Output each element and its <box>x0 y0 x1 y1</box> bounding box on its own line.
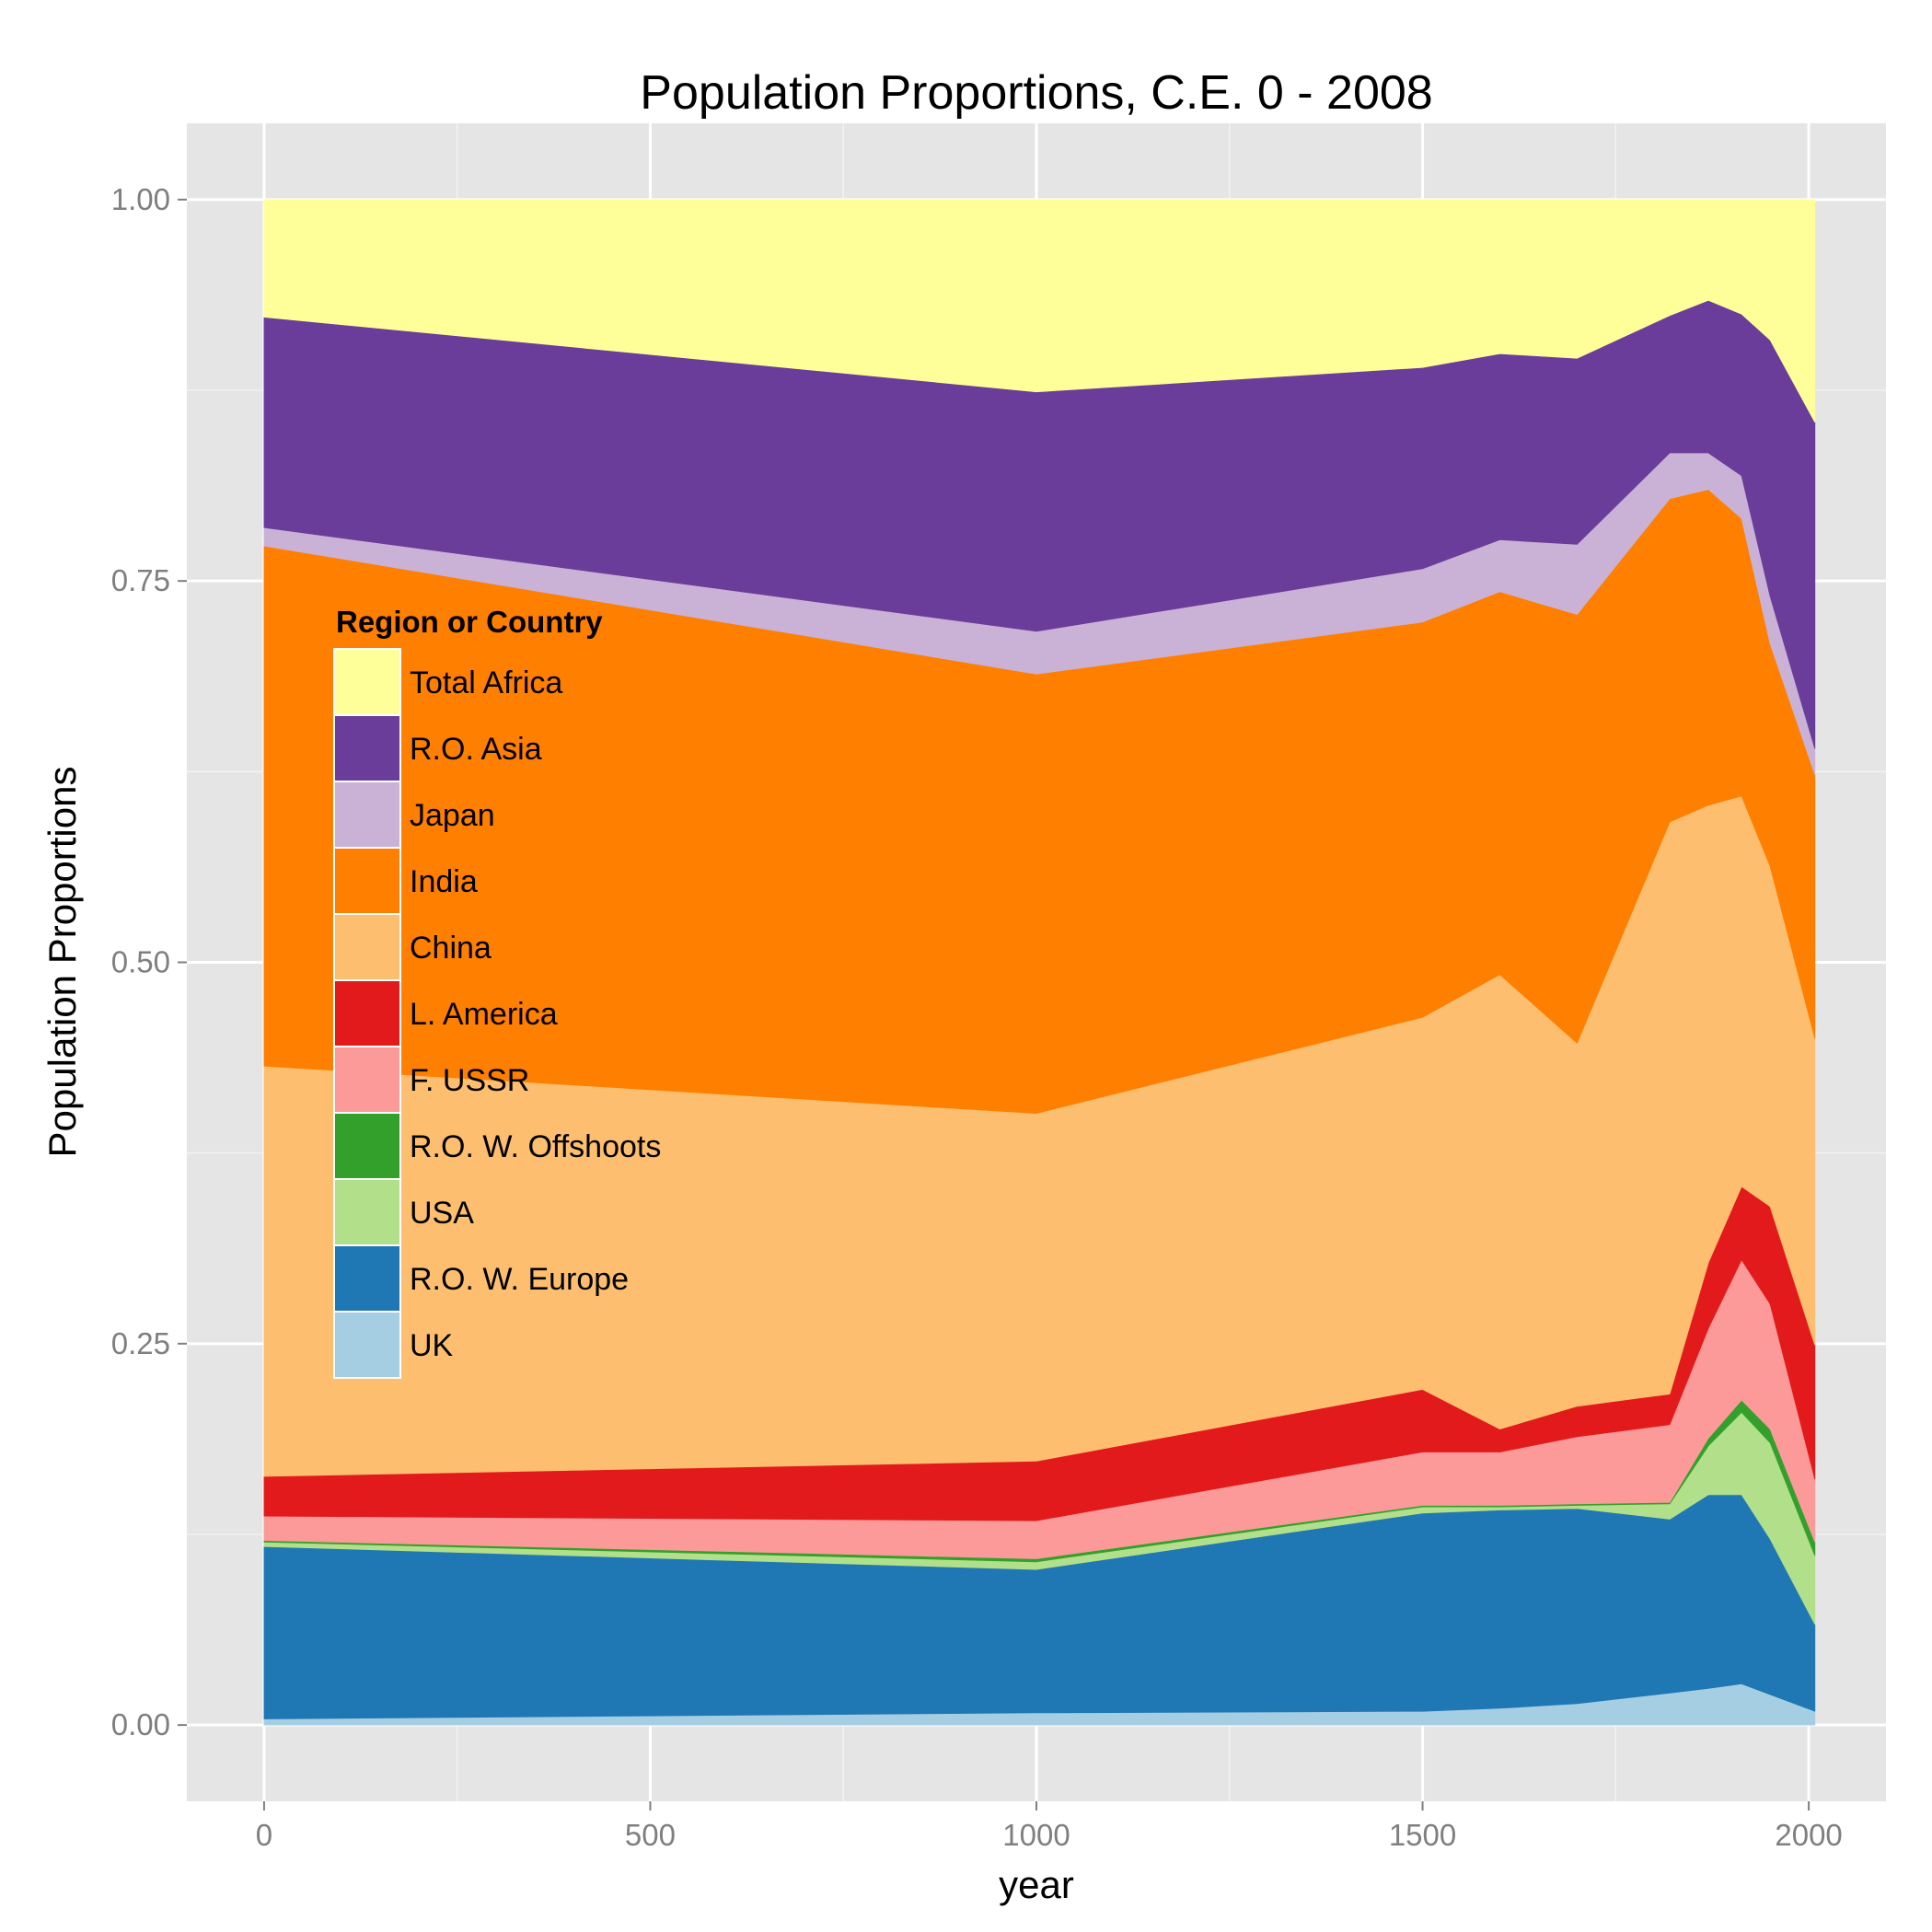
legend-key-india <box>333 847 401 915</box>
legend-label-f-ussr: F. USSR <box>410 1063 529 1098</box>
legend-key-total-africa <box>333 648 401 716</box>
x-axis-title: year <box>999 1863 1074 1906</box>
legend-key-f-ussr <box>333 1046 401 1114</box>
legend-key-usa <box>333 1178 401 1246</box>
legend-label-china: China <box>410 931 492 966</box>
y-tick-label: 0.00 <box>111 1707 170 1741</box>
x-axis: 0 500 1000 1500 2000 <box>256 1801 1843 1852</box>
legend-label-l-america: L. America <box>410 997 558 1032</box>
y-axis-title: Population Proportions <box>40 767 84 1158</box>
y-axis: 0.00 0.25 0.50 0.75 1.00 <box>111 182 187 1741</box>
chart-title: Population Proportions, C.E. 0 - 2008 <box>640 66 1432 120</box>
legend-label-india: India <box>410 864 478 899</box>
x-tick-label: 0 <box>256 1818 272 1852</box>
legend-label-r-o-w-offshoots: R.O. W. Offshoots <box>410 1129 661 1164</box>
y-tick-label: 0.50 <box>111 945 170 979</box>
area-total-africa <box>263 199 1816 422</box>
x-tick-label: 1500 <box>1389 1818 1456 1852</box>
legend-title: Region or Country <box>336 605 603 639</box>
x-tick-label: 1000 <box>1002 1818 1070 1852</box>
legend-label-usa: USA <box>410 1196 474 1231</box>
legend-label-r-o-w-europe: R.O. W. Europe <box>410 1262 629 1297</box>
y-tick-label: 0.75 <box>111 563 170 597</box>
legend-key-uk <box>333 1311 401 1379</box>
legend-label-r-o-asia: R.O. Asia <box>410 732 542 767</box>
legend-label-total-africa: Total Africa <box>410 665 562 700</box>
legend-label-japan: Japan <box>410 798 495 833</box>
legend-key-r-o-asia <box>333 714 401 782</box>
legend-key-japan <box>333 781 401 849</box>
legend: Region or Country Total Africa R.O. Asia J… <box>333 605 661 1379</box>
legend-key-r-o-w-europe <box>333 1244 401 1313</box>
x-tick-label: 500 <box>625 1818 676 1852</box>
y-tick-label: 0.25 <box>111 1326 170 1360</box>
legend-key-r-o-w-offshoots <box>333 1112 401 1180</box>
legend-label-uk: UK <box>410 1328 454 1363</box>
legend-key-china <box>333 913 401 981</box>
area-layers <box>263 199 1816 1726</box>
legend-key-l-america <box>333 979 401 1047</box>
y-tick-label: 1.00 <box>111 182 170 216</box>
x-tick-label: 2000 <box>1775 1818 1842 1852</box>
